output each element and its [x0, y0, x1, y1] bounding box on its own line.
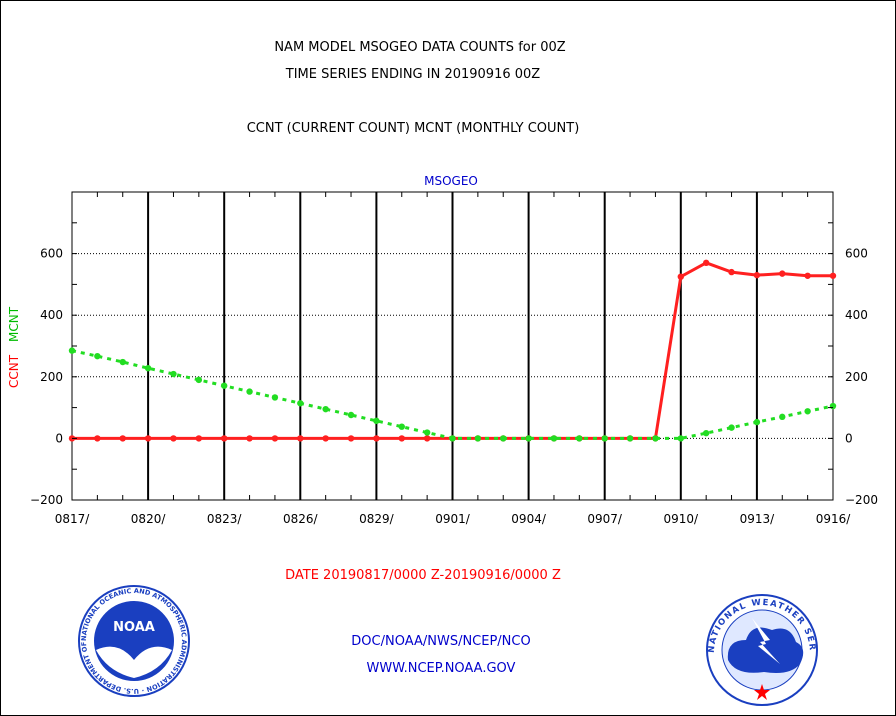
x-tick-label: 0826/	[283, 512, 319, 526]
x-tick-label: 0829/	[359, 512, 395, 526]
data-point-ccnt	[94, 435, 101, 442]
noaa-ring-text: NATIONAL OCEANIC AND ATMOSPHERIC ADMINIS…	[0, 0, 188, 695]
data-point-mcnt	[347, 411, 355, 419]
y-tick-label-left: −200	[30, 493, 63, 507]
data-point-mcnt	[626, 435, 634, 442]
y-tick-label-left: 0	[55, 431, 63, 445]
data-point-mcnt	[474, 435, 482, 442]
data-point-ccnt	[195, 435, 203, 442]
data-point-ccnt	[246, 435, 253, 442]
data-point-mcnt	[373, 417, 380, 425]
y-axis-label-mcnt: MCNT	[7, 306, 21, 342]
data-point-mcnt	[221, 382, 228, 389]
data-point-ccnt	[347, 435, 355, 442]
y-tick-label-left: 200	[40, 370, 63, 384]
chart-title-line1: NAM MODEL MSOGEO DATA COUNTS for 00Z	[274, 40, 565, 55]
data-point-mcnt	[500, 435, 507, 442]
url-label: WWW.NCEP.NOAA.GOV	[367, 661, 516, 676]
data-point-ccnt	[271, 435, 279, 442]
data-point-mcnt	[525, 435, 532, 442]
nws-ring-text: NATIONAL WEATHER SERVICE	[0, 0, 816, 653]
y-tick-label-right: 600	[845, 247, 868, 261]
data-point-ccnt	[779, 270, 786, 277]
noaa-logo: NOAA NATIONAL OCEANIC AND ATMOSPHERIC AD…	[0, 0, 190, 697]
data-point-mcnt	[728, 424, 735, 431]
data-point-ccnt	[322, 435, 329, 442]
data-point-mcnt	[829, 402, 837, 410]
y-tick-label-right: 0	[845, 431, 853, 445]
data-point-mcnt	[804, 408, 811, 415]
data-point-ccnt	[753, 271, 761, 279]
data-point-mcnt	[297, 400, 304, 407]
x-tick-label: 0913/	[740, 512, 776, 526]
x-tick-label: 0901/	[435, 512, 471, 526]
data-point-ccnt	[804, 272, 811, 279]
data-point-ccnt	[702, 259, 710, 267]
data-point-mcnt	[94, 352, 101, 360]
data-point-ccnt	[423, 435, 431, 442]
data-point-mcnt	[702, 429, 710, 437]
data-point-mcnt	[652, 435, 659, 442]
data-point-ccnt	[221, 435, 228, 442]
chart-title-line2: TIME SERIES ENDING IN 20190916 00Z	[285, 67, 541, 82]
data-point-mcnt	[601, 435, 608, 442]
data-point-mcnt	[195, 376, 203, 384]
data-point-ccnt	[398, 435, 405, 442]
data-point-mcnt	[677, 435, 684, 442]
data-point-mcnt	[753, 418, 761, 426]
y-tick-label-right: −200	[845, 493, 878, 507]
grid-layer	[71, 191, 834, 501]
y-tick-label-left: 400	[40, 308, 63, 322]
data-point-mcnt	[170, 370, 177, 378]
x-tick-label: 0910/	[664, 512, 700, 526]
data-point-mcnt	[246, 388, 253, 395]
data-point-mcnt	[68, 347, 76, 354]
x-tick-label: 0907/	[587, 512, 623, 526]
series-layer	[68, 259, 837, 442]
y-axis-label-ccnt: CCNT	[7, 354, 21, 388]
y-tick-label-left: 600	[40, 247, 63, 261]
data-point-ccnt	[829, 272, 837, 279]
data-point-ccnt	[677, 273, 684, 280]
org-label: DOC/NOAA/NWS/NCEP/NCO	[351, 634, 530, 649]
data-point-ccnt	[170, 435, 177, 442]
noaa-logo-text: NOAA	[113, 620, 155, 635]
data-point-mcnt	[322, 405, 329, 413]
data-point-mcnt	[119, 358, 126, 366]
data-point-mcnt	[423, 429, 431, 436]
x-tick-label: 0817/	[55, 512, 91, 526]
data-point-ccnt	[728, 268, 735, 276]
data-point-ccnt	[373, 435, 380, 442]
x-tick-label: 0904/	[511, 512, 547, 526]
x-tick-label: 0820/	[131, 512, 167, 526]
data-point-mcnt	[576, 435, 583, 442]
date-range-label: DATE 20190817/0000 Z-20190916/0000 Z	[285, 568, 561, 583]
data-point-mcnt	[779, 413, 786, 421]
data-point-ccnt	[297, 435, 304, 442]
y-tick-label-right: 400	[845, 308, 868, 322]
x-tick-label: 0823/	[207, 512, 243, 526]
axis-layer: 0817/0820/0823/0826/0829/0901/0904/0907/…	[30, 191, 878, 526]
data-point-mcnt	[398, 423, 405, 430]
data-point-mcnt	[144, 364, 152, 372]
chart-subtitle: CCNT (CURRENT COUNT) MCNT (MONTHLY COUNT…	[247, 121, 580, 136]
x-tick-label: 0916/	[816, 512, 852, 526]
y-axis-label-group: CCNT MCNT	[7, 306, 21, 388]
data-point-ccnt	[144, 435, 152, 442]
data-point-ccnt	[119, 435, 126, 442]
y-tick-label-right: 200	[845, 370, 868, 384]
plot-title: MSOGEO	[424, 174, 478, 188]
data-point-mcnt	[271, 394, 279, 401]
data-point-mcnt	[550, 435, 558, 442]
data-point-mcnt	[449, 435, 456, 442]
